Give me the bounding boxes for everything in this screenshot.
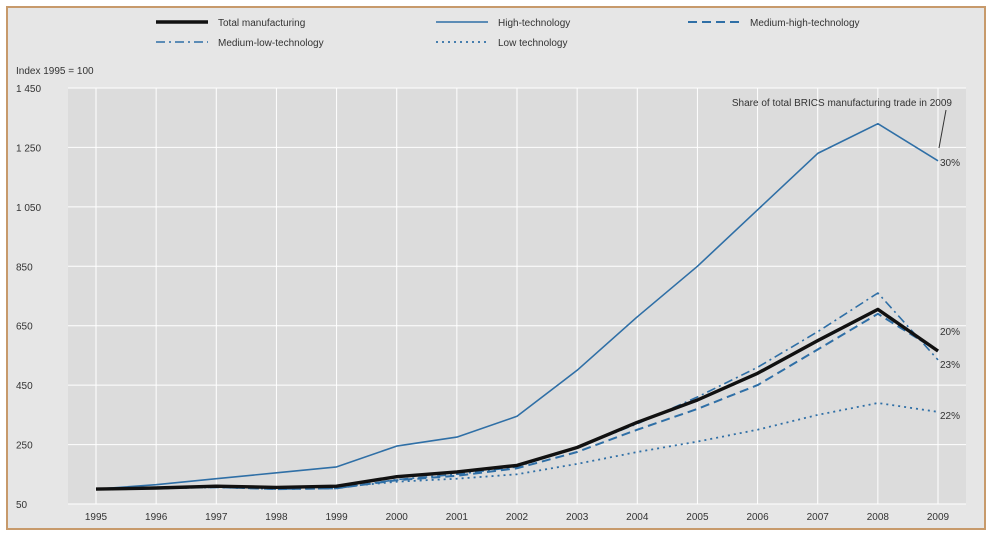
x-tick-label: 2009 xyxy=(927,512,950,523)
x-tick-label: 2000 xyxy=(386,512,409,523)
x-tick-label: 1995 xyxy=(85,512,108,523)
legend-background xyxy=(118,12,898,60)
y-tick-label: 450 xyxy=(16,381,33,392)
x-tick-label: 2008 xyxy=(867,512,890,523)
series-lines xyxy=(95,122,939,491)
y-axis-label: Index 1995 = 100 xyxy=(16,66,94,77)
line-chart: 50 250 450 650 850 1 050 1 250 1 450 1995 1996 199… xyxy=(16,12,966,523)
x-tick-label: 2004 xyxy=(626,512,649,523)
legend-label: High-technology xyxy=(498,18,570,29)
legend-label: Medium-low-technology xyxy=(218,38,324,49)
x-tick-label: 2005 xyxy=(686,512,709,523)
share-annotation: Share of total BRICS manufacturing trade… xyxy=(732,98,953,109)
gridlines xyxy=(68,87,966,505)
x-tick-label: 2001 xyxy=(446,512,469,523)
x-tick-label: 2002 xyxy=(506,512,529,523)
x-tick-label: 1999 xyxy=(325,512,348,523)
series-line-0 xyxy=(95,307,939,491)
y-tick-label: 1 250 xyxy=(16,143,41,154)
end-share-label: 20% xyxy=(940,327,960,338)
legend-label: Low technology xyxy=(498,38,568,49)
end-share-label: 23% xyxy=(940,360,960,371)
y-tick-label: 1 450 xyxy=(16,84,41,95)
axes: 50 250 450 650 850 1 050 1 250 1 450 1995 1996 199… xyxy=(16,84,950,523)
end-share-label: 30% xyxy=(940,158,960,169)
end-share-label: 22% xyxy=(940,411,960,422)
series-line-1 xyxy=(95,122,939,490)
y-tick-label: 1 050 xyxy=(16,203,41,214)
x-tick-label: 1998 xyxy=(265,512,288,523)
annotation-leader-line xyxy=(938,109,947,149)
x-tick-label: 1997 xyxy=(205,512,228,523)
y-tick-label: 50 xyxy=(16,500,28,511)
legend-label: Medium-high-technology xyxy=(750,18,860,29)
legend-label: Total manufacturing xyxy=(218,18,305,29)
legend: Total manufacturing High-technology Medium… xyxy=(156,18,860,49)
y-tick-label: 250 xyxy=(16,441,33,452)
chart-frame: 50 250 450 650 850 1 050 1 250 1 450 1995 1996 199… xyxy=(6,6,986,530)
y-tick-label: 850 xyxy=(16,262,33,273)
annotations: 30% 20% 23% 22% xyxy=(940,158,960,422)
x-tick-label: 2006 xyxy=(746,512,769,523)
x-tick-label: 1996 xyxy=(145,512,168,523)
series-line-4 xyxy=(95,402,939,490)
x-tick-label: 2003 xyxy=(566,512,589,523)
x-tick-label: 2007 xyxy=(807,512,830,523)
y-tick-label: 650 xyxy=(16,322,33,333)
